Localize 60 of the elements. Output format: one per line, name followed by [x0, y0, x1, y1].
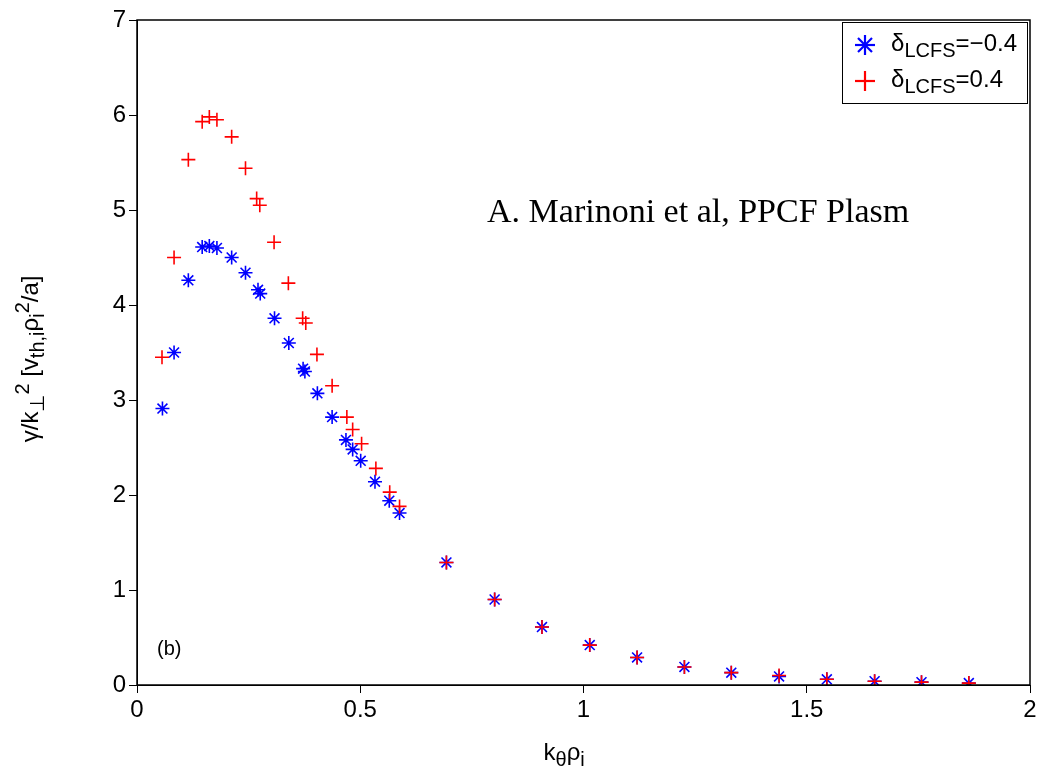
point [324, 409, 340, 425]
legend-label: δ$_{LCFS}$=−0.4 [891, 28, 1017, 62]
point [248, 190, 265, 207]
point [280, 275, 297, 291]
x-tick-label: 0 [130, 695, 144, 723]
point [339, 409, 355, 425]
y-tick-label: 6 [112, 99, 126, 127]
point [294, 310, 311, 327]
y-tick-label: 1 [112, 574, 126, 602]
point [209, 111, 225, 128]
point [252, 285, 269, 302]
point [201, 109, 218, 125]
annotation: (b) [157, 637, 182, 659]
y-tick-label: 3 [112, 384, 126, 412]
point [223, 249, 240, 266]
point [250, 282, 266, 298]
legend-label: δ$_{LCFS}$=0.4 [891, 64, 1003, 98]
point [180, 151, 197, 168]
y-tick-label: 0 [112, 669, 126, 697]
y-tick-label: 5 [112, 194, 126, 222]
point [344, 441, 361, 458]
y-tick-label: 4 [112, 289, 126, 317]
point [324, 377, 340, 394]
point [309, 385, 326, 402]
x-tick-label: 0.5 [343, 695, 377, 723]
point [391, 498, 408, 515]
y-tick-label: 7 [112, 4, 126, 32]
point [281, 335, 297, 351]
x-tick-label: 2 [1023, 695, 1037, 723]
point [381, 484, 398, 500]
annotation: A. Marinoni et al, PPCF Plasm [487, 192, 910, 229]
point [237, 160, 254, 176]
point [223, 129, 240, 145]
point [154, 349, 170, 366]
point [237, 264, 254, 281]
x-tick-label: 1 [576, 695, 591, 723]
point [297, 315, 314, 331]
point [194, 239, 210, 255]
point [209, 240, 225, 256]
point [309, 346, 325, 363]
point [368, 460, 384, 477]
point [154, 400, 171, 417]
point [353, 435, 370, 452]
point [180, 272, 197, 289]
point [344, 421, 361, 438]
point [367, 473, 383, 490]
point [194, 113, 210, 130]
y-tick-label: 2 [112, 479, 126, 507]
point [251, 197, 268, 214]
point [266, 234, 282, 251]
x-axis-title: k$_{θ}$ρ$_{i}$ [543, 738, 585, 771]
point [381, 492, 398, 509]
x-tick-label: 1.5 [790, 695, 824, 723]
point [201, 238, 218, 254]
point [266, 310, 283, 327]
point [352, 453, 369, 469]
point [166, 344, 182, 361]
point [166, 249, 182, 266]
point [338, 432, 354, 448]
point [391, 505, 408, 521]
